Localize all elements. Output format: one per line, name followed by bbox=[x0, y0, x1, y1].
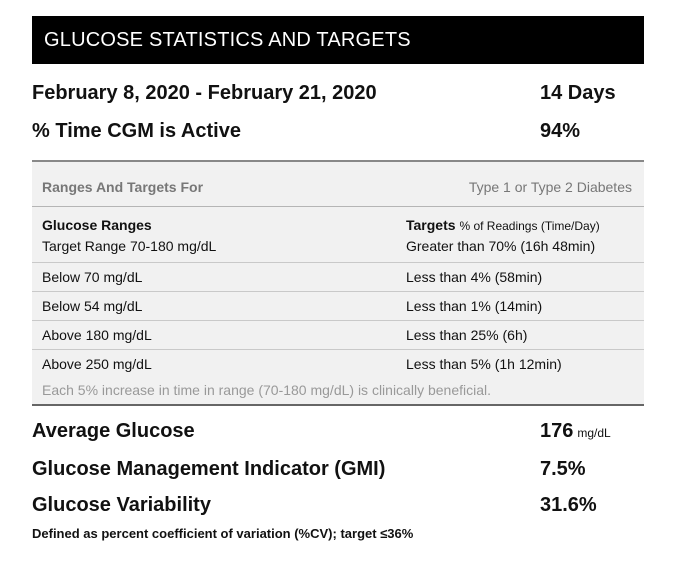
target-cell: Less than 25% (6h) bbox=[406, 327, 528, 343]
section-title: GLUCOSE STATISTICS AND TARGETS bbox=[44, 28, 411, 51]
range-cell: Below 54 mg/dL bbox=[42, 298, 143, 314]
range-cell: Target Range 70-180 mg/dL bbox=[42, 238, 217, 254]
gmi-value: 7.5% bbox=[540, 458, 586, 480]
cgm-active-row: % Time CGM is Active 94% bbox=[32, 120, 644, 143]
ranges-heading: Ranges And Targets For bbox=[42, 179, 204, 195]
table-row: Below 54 mg/dL Less than 1% (14min) bbox=[32, 291, 644, 320]
time-in-range-note: Each 5% increase in time in range (70-18… bbox=[42, 382, 491, 398]
glucose-variability-label: Glucose Variability bbox=[32, 494, 211, 516]
gmi-label: Glucose Management Indicator (GMI) bbox=[32, 458, 386, 480]
cgm-active-label: % Time CGM is Active bbox=[32, 120, 241, 142]
variability-footnote: Defined as percent coefficient of variat… bbox=[32, 526, 414, 541]
target-cell: Less than 1% (14min) bbox=[406, 298, 543, 314]
table-row: Target Range 70-180 mg/dL Greater than 7… bbox=[32, 232, 644, 260]
average-glucose-label: Average Glucose bbox=[32, 420, 195, 442]
range-cell: Above 250 mg/dL bbox=[42, 356, 152, 372]
range-cell: Above 180 mg/dL bbox=[42, 327, 152, 343]
ranges-panel-header: Ranges And Targets For Type 1 or Type 2 … bbox=[32, 162, 644, 207]
section-title-bar: GLUCOSE STATISTICS AND TARGETS bbox=[32, 16, 644, 64]
glucose-variability-value: 31.6% bbox=[540, 494, 597, 516]
table-row: Above 180 mg/dL Less than 25% (6h) bbox=[32, 320, 644, 349]
targets-title: Targets bbox=[406, 217, 456, 233]
average-glucose-row: Average Glucose 176 mg/dL bbox=[32, 420, 644, 443]
report-period-label: February 8, 2020 - February 21, 2020 bbox=[32, 82, 377, 104]
average-glucose-value: 176 bbox=[540, 420, 574, 442]
targets-subtitle: % of Readings (Time/Day) bbox=[459, 219, 600, 233]
average-glucose-unit: mg/dL bbox=[577, 426, 611, 440]
targets-column-header: Targets % of Readings (Time/Day) bbox=[406, 217, 600, 233]
glucose-variability-row: Glucose Variability 31.6% bbox=[32, 494, 644, 517]
glucose-ranges-title: Glucose Ranges bbox=[42, 217, 152, 233]
table-row: Below 70 mg/dL Less than 4% (58min) bbox=[32, 262, 644, 291]
range-cell: Below 70 mg/dL bbox=[42, 269, 143, 285]
report-period-days: 14 Days bbox=[540, 82, 616, 104]
report-period-row: February 8, 2020 - February 21, 2020 14 … bbox=[32, 82, 644, 105]
gmi-row: Glucose Management Indicator (GMI) 7.5% bbox=[32, 458, 644, 481]
glucose-ranges-column-header: Glucose Ranges bbox=[42, 217, 152, 233]
cgm-active-value: 94% bbox=[540, 120, 581, 142]
target-cell: Greater than 70% (16h 48min) bbox=[406, 238, 596, 254]
target-cell: Less than 5% (1h 12min) bbox=[406, 356, 562, 372]
average-glucose-value-group: 176 mg/dL bbox=[540, 420, 611, 443]
target-cell: Less than 4% (58min) bbox=[406, 269, 543, 285]
ranges-targets-panel: Ranges And Targets For Type 1 or Type 2 … bbox=[32, 160, 644, 406]
diabetes-type: Type 1 or Type 2 Diabetes bbox=[468, 179, 632, 195]
table-row: Above 250 mg/dL Less than 5% (1h 12min) bbox=[32, 349, 644, 378]
